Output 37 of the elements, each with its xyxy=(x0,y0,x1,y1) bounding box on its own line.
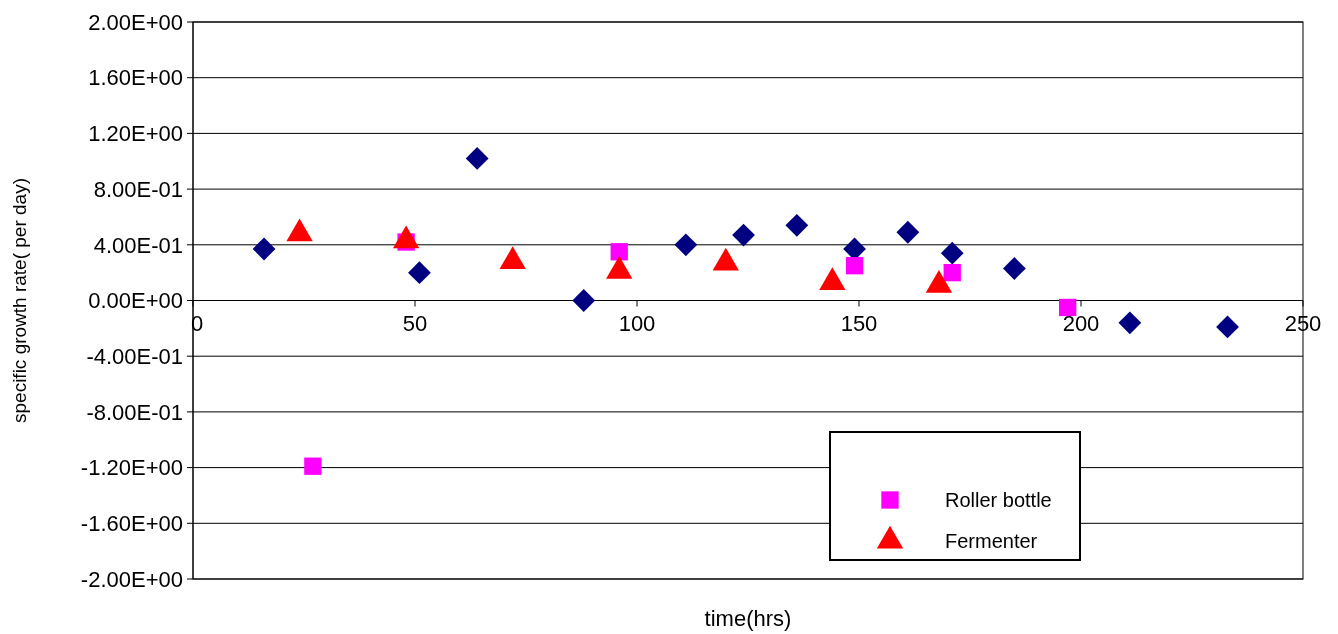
point xyxy=(940,241,964,265)
x-tick-label: 250 xyxy=(1284,310,1322,336)
y-tick-label: 1.20E+00 xyxy=(88,121,183,147)
y-tick-label: -1.60E+00 xyxy=(80,511,183,536)
point xyxy=(408,261,431,285)
point xyxy=(252,237,276,261)
point xyxy=(732,223,755,247)
legend-label: Fermenter xyxy=(945,530,1038,552)
point xyxy=(465,147,489,170)
point xyxy=(610,243,628,261)
point xyxy=(304,457,322,475)
x-tick-label: 100 xyxy=(618,310,656,336)
y-tick-label: -2.00E+00 xyxy=(80,566,183,592)
point xyxy=(1118,311,1142,335)
point xyxy=(785,213,809,237)
x-tick-label: 200 xyxy=(1062,310,1100,336)
y-tick-label: 0.00E+00 xyxy=(88,288,183,314)
y-tick-label: -1.20E+00 xyxy=(80,455,183,481)
point xyxy=(896,220,920,244)
y-tick-label: 2.00E+00 xyxy=(88,9,183,35)
x-axis-title: time(hrs) xyxy=(704,606,792,631)
y-axis-title: specific growth rate( per day) xyxy=(9,178,30,423)
point xyxy=(674,233,698,257)
point xyxy=(1059,298,1077,317)
y-tick-label: 8.00E-01 xyxy=(93,176,183,202)
y-tick-label: 1.60E+00 xyxy=(88,65,183,91)
x-tick-label: 50 xyxy=(402,310,428,336)
point xyxy=(572,289,596,312)
point xyxy=(943,263,961,282)
y-tick-label: -8.00E-01 xyxy=(86,399,183,425)
point xyxy=(1003,257,1026,280)
y-tick-label: -4.00E-01 xyxy=(86,343,183,369)
point xyxy=(1216,315,1239,339)
y-tick-label: 4.00E-01 xyxy=(93,232,183,258)
x-tick-label: 150 xyxy=(840,310,878,336)
point xyxy=(845,257,864,275)
legend-label: Roller bottle xyxy=(945,489,1052,511)
